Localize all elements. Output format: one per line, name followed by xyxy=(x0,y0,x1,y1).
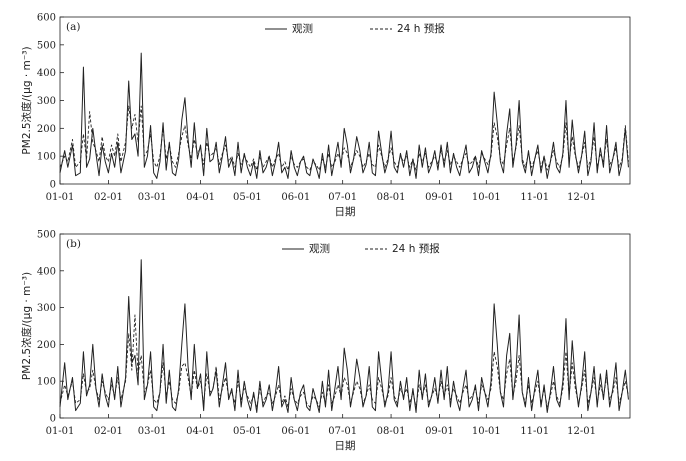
y-tick-label: 100 xyxy=(37,152,56,163)
x-tick-label: 08-01 xyxy=(377,192,406,203)
x-axis-title: 日期 xyxy=(335,440,356,452)
y-tick-label: 400 xyxy=(37,266,56,277)
x-tick-label: 04-01 xyxy=(186,192,215,203)
legend-label: 观测 xyxy=(309,242,330,255)
y-tick-label: 500 xyxy=(37,40,56,51)
y-tick-label: 200 xyxy=(37,340,56,351)
x-tick-label: 02-01 xyxy=(94,192,123,203)
x-tick-label: 12-01 xyxy=(567,192,596,203)
series-line-observed xyxy=(59,259,629,413)
x-tick-label: 04-01 xyxy=(186,426,215,437)
y-axis-title: PM2.5浓度/(μg · m⁻³) xyxy=(20,272,33,380)
legend-label: 24 h 预报 xyxy=(392,242,440,255)
y-tick-label: 200 xyxy=(37,124,56,135)
series-line-forecast xyxy=(59,105,629,171)
y-tick-label: 600 xyxy=(37,13,56,24)
y-tick-label: 300 xyxy=(37,303,56,314)
panel-label: (b) xyxy=(66,238,81,250)
panel-label: (a) xyxy=(66,21,80,33)
y-tick-label: 0 xyxy=(50,180,56,191)
x-tick-label: 12-01 xyxy=(567,426,596,437)
y-axis-title: PM2.5浓度/(μg · m⁻³) xyxy=(20,46,33,154)
x-tick-label: 09-01 xyxy=(425,426,454,437)
x-tick-label: 05-01 xyxy=(233,426,262,437)
plot-frame xyxy=(59,233,631,419)
x-tick-label: 10-01 xyxy=(472,426,501,437)
legend: 观测 24 h 预报 xyxy=(265,22,445,35)
legend: 观测 24 h 预报 xyxy=(282,242,440,255)
y-tick-label: 100 xyxy=(37,377,56,388)
x-tick-label: 09-01 xyxy=(425,192,454,203)
x-tick-label: 08-01 xyxy=(377,426,406,437)
x-tick-label: 05-01 xyxy=(233,192,262,203)
x-tick-label: 11-01 xyxy=(520,192,549,203)
x-tick-label: 07-01 xyxy=(328,426,357,437)
x-tick-label: 07-01 xyxy=(328,192,357,203)
x-axis-title: 日期 xyxy=(335,206,356,218)
x-tick-label: 10-01 xyxy=(472,192,501,203)
legend-label: 观测 xyxy=(292,22,313,35)
series-line-forecast xyxy=(59,314,629,408)
x-tick-label: 06-01 xyxy=(281,426,310,437)
legend-label: 24 h 预报 xyxy=(397,22,445,35)
x-tick-label: 01-01 xyxy=(46,192,75,203)
y-tick-label: 500 xyxy=(37,230,56,241)
x-tick-label: 06-01 xyxy=(281,192,310,203)
x-tick-label: 02-01 xyxy=(94,426,123,437)
x-tick-label: 01-01 xyxy=(46,426,75,437)
y-tick-label: 300 xyxy=(37,96,56,107)
chart-panel-b: 0 100 200 300 400 500 01-01 02-01 03-01 04-01 05-0… xyxy=(20,230,631,452)
x-tick-label: 03-01 xyxy=(138,426,167,437)
chart-panel-a: 0 100 200 300 400 500 600 01-01 02-01 03-01 04-01 0… xyxy=(20,13,631,218)
y-tick-label: 0 xyxy=(50,414,56,425)
x-tick-label: 03-01 xyxy=(138,192,167,203)
series-line-observed xyxy=(59,52,629,179)
x-tick-label: 11-01 xyxy=(520,426,549,437)
y-tick-label: 400 xyxy=(37,68,56,79)
